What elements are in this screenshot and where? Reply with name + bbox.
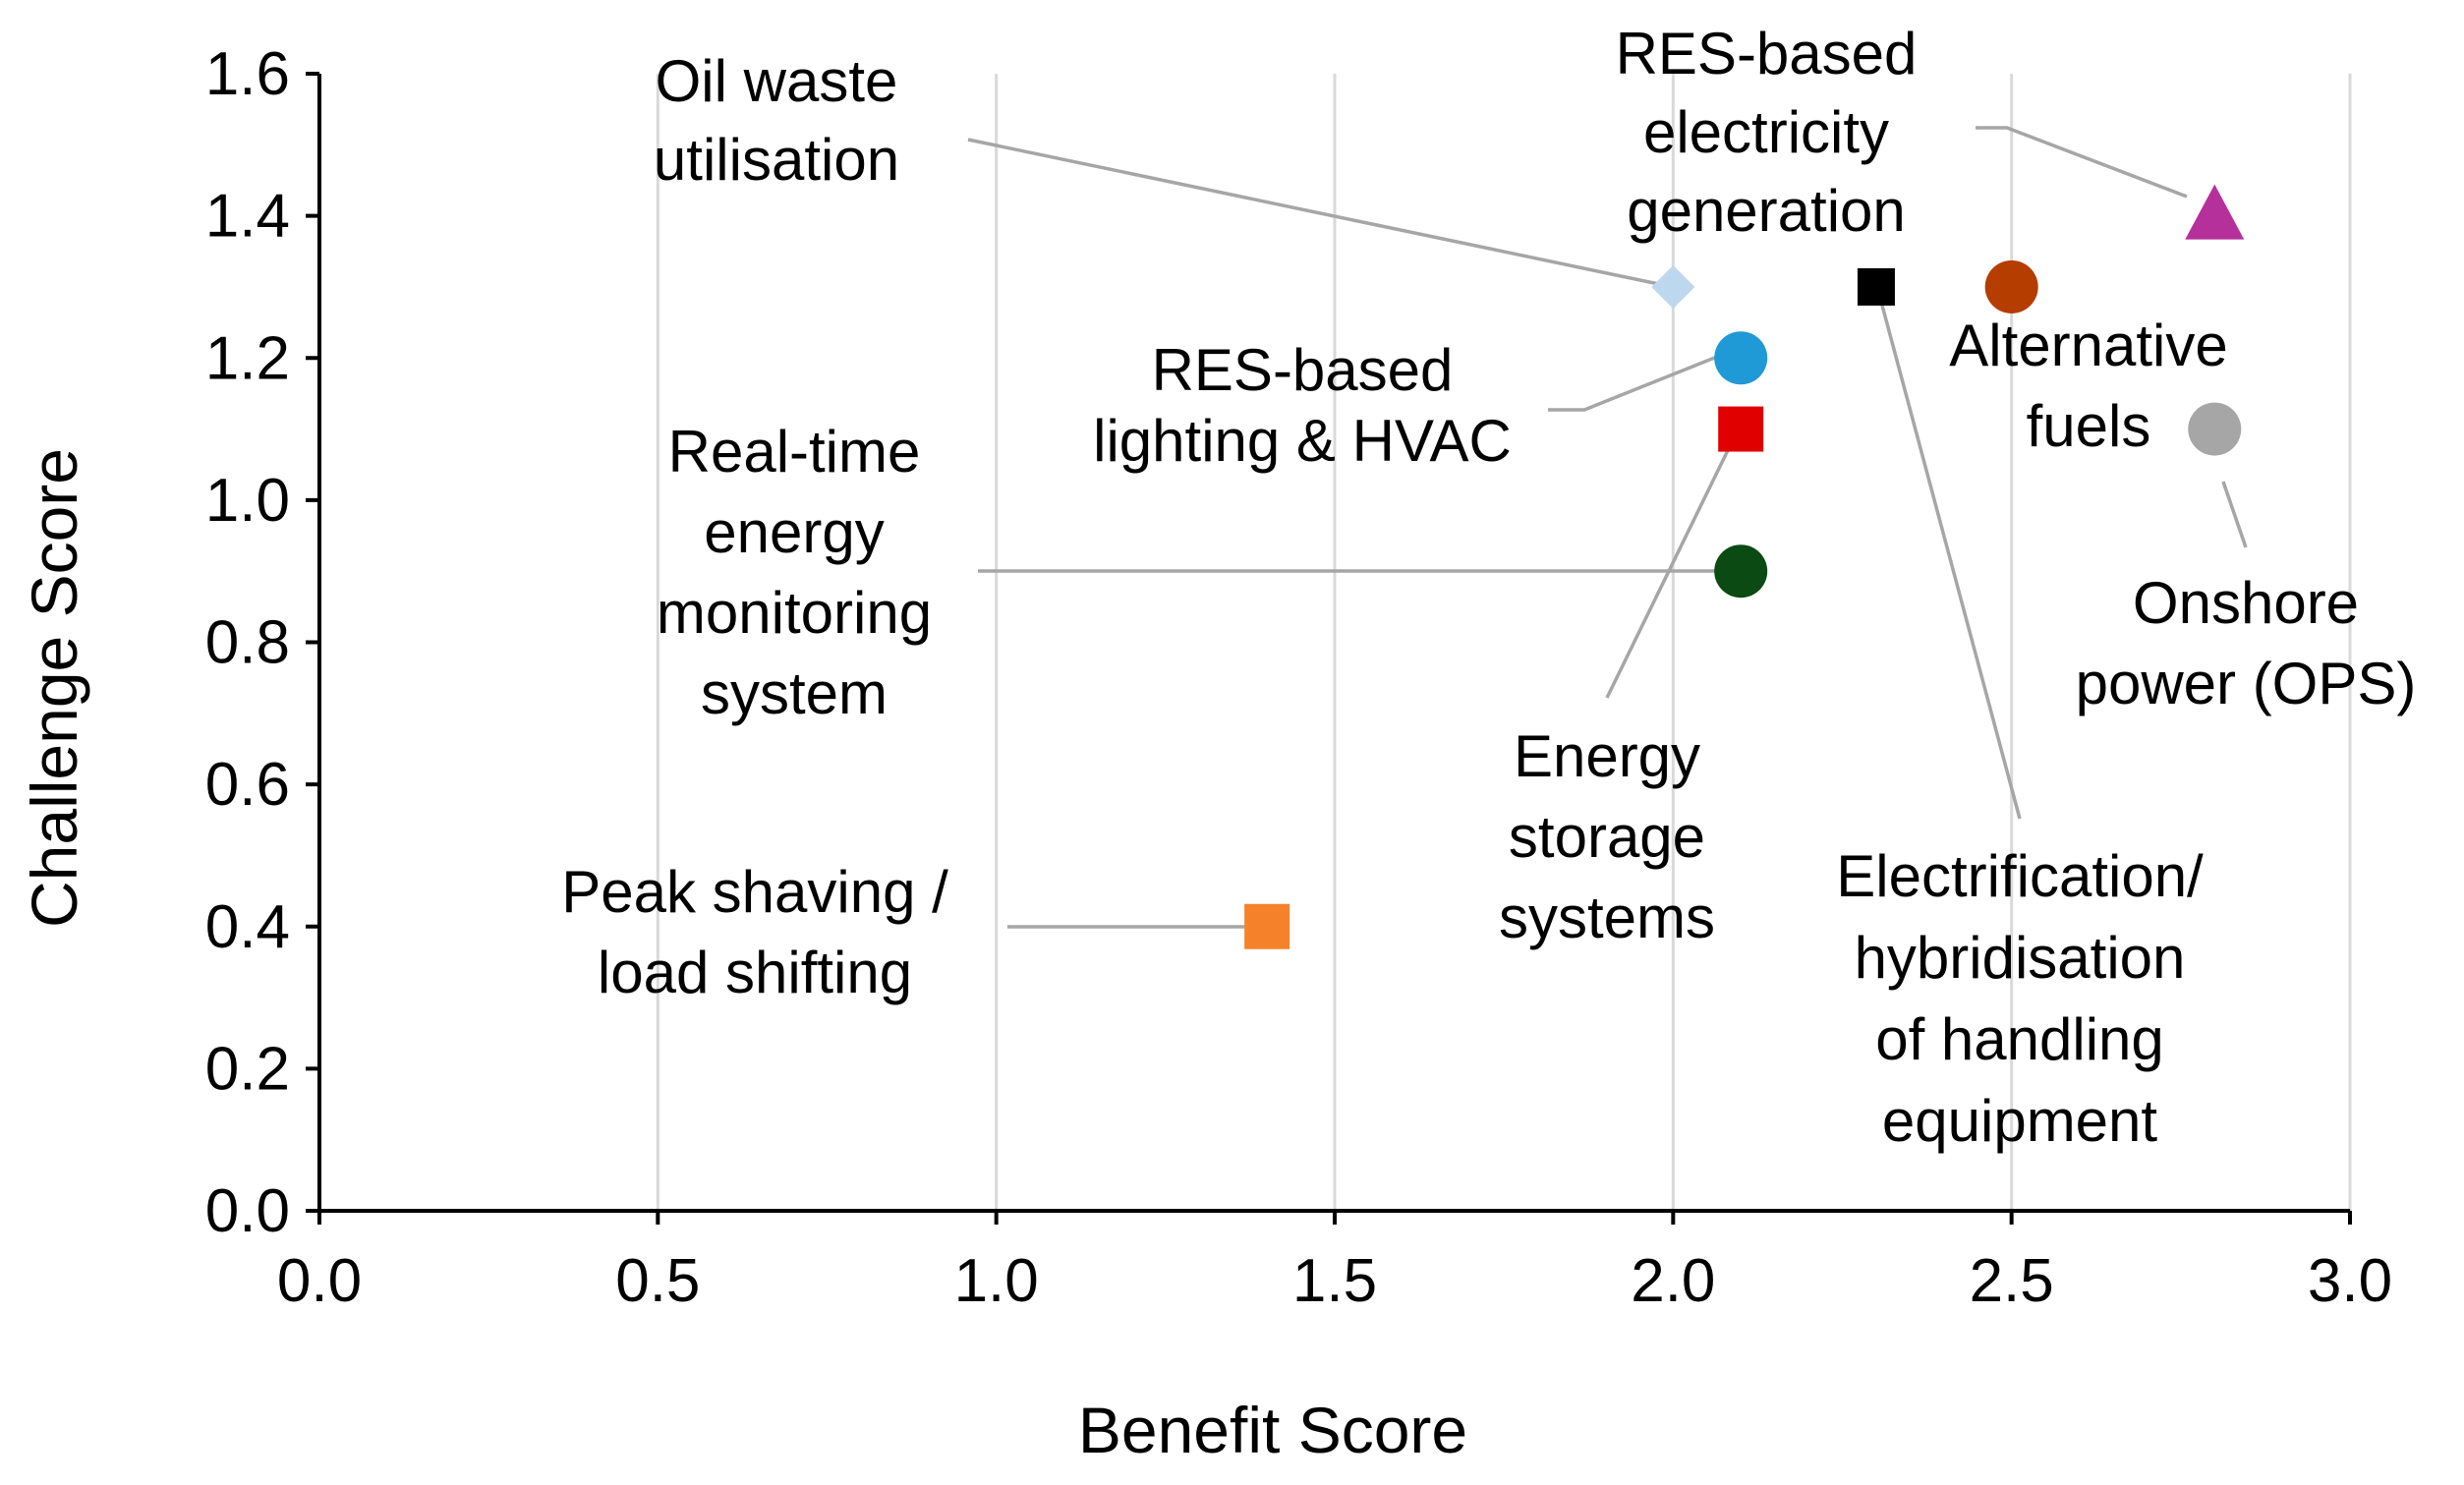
label-realtime-monitoring: Real-time energy monitoring system [657,419,932,726]
x-tick-label: 1.5 [1292,1247,1377,1315]
point-onshore-power [2188,402,2242,456]
x-tick-label: 3.0 [2308,1247,2392,1315]
label-line: equipment [1882,1088,2158,1154]
point-oil-waste [1651,264,1695,309]
y-tick-label: 1.0 [205,467,290,535]
point-res-electricity [2185,184,2245,240]
x-tick-label: 2.5 [1970,1247,2054,1315]
label-line: Peak shaving / [561,859,948,925]
leader-line-res-lighting [1548,355,1718,412]
y-axis-title: Challenge Score [18,448,90,928]
axis-ticks: 0.0 0.5 1.0 1.5 2.0 2.5 3.0 0.0 0.2 0.4 0.6 0.8 1.0 1… [205,40,2392,1315]
label-line: fuels [2027,393,2151,459]
x-tick-label: 0.0 [277,1247,362,1315]
data-points [1244,184,2245,949]
leader-line-res-electricity [1976,126,2188,199]
label-line: system [701,660,888,726]
label-line: RES-based [1616,21,1918,86]
leader-lines [967,126,2248,929]
label-energy-storage: Energy storage systems [1499,723,1715,950]
y-tick-label: 0.0 [205,1177,290,1245]
x-tick-label: 2.0 [1631,1247,1715,1315]
label-line: generation [1627,178,1906,244]
label-line: electricity [1643,99,1889,165]
label-line: power (OPS) [2076,651,2417,716]
point-alternative-fuels [1984,259,2038,314]
point-energy-storage [1718,406,1764,452]
y-tick-label: 0.6 [205,751,290,819]
label-line: Electrification/ [1836,843,2204,909]
label-line: RES-based [1152,337,1454,403]
label-peak-shaving: Peak shaving / load shifting [561,859,948,1005]
label-res-lighting: RES-based lighting & HVAC [1093,337,1512,474]
label-res-electricity: RES-based electricity generation [1616,21,1918,244]
x-tick-label: 1.0 [954,1247,1039,1315]
leader-line-electrification [1875,286,2022,820]
x-tick-label: 0.5 [615,1247,700,1315]
label-line: Onshore [2133,570,2359,636]
label-line: energy [704,499,884,565]
x-axis-title: Benefit Score [1078,1394,1467,1466]
label-line: systems [1499,885,1715,950]
label-line: lighting & HVAC [1093,408,1512,474]
point-electrification [1857,267,1895,306]
y-tick-label: 0.2 [205,1035,290,1103]
label-oil-waste: Oil waste utilisation [654,48,899,193]
label-onshore-power: Onshore power (OPS) [2076,570,2417,716]
point-res-lighting [1714,331,1768,385]
label-line: Alternative [1949,313,2227,378]
label-line: Real-time [668,419,921,485]
label-line: storage [1509,804,1705,870]
leader-line-onshore-power [2221,481,2248,548]
label-line: hybridisation [1855,925,2186,991]
leader-line-oil-waste [967,138,1674,289]
point-realtime-monitoring [1714,544,1768,599]
label-line: of handling [1875,1006,2164,1072]
label-line: monitoring [657,580,932,646]
point-peak-shaving [1244,903,1290,949]
label-line: load shifting [598,940,912,1005]
y-tick-label: 0.4 [205,893,290,961]
y-tick-label: 1.2 [205,324,290,392]
y-tick-label: 0.8 [205,609,290,677]
label-line: Energy [1514,723,1700,789]
y-tick-label: 1.6 [205,40,290,108]
point-labels: Oil waste utilisation RES-based electricity… [561,21,2416,1154]
label-line: Oil waste [656,48,898,114]
label-alternative-fuels: Alternative fuels [1949,313,2227,459]
y-tick-label: 1.4 [205,183,290,251]
label-line: utilisation [654,127,899,193]
label-electrification: Electrification/hybridisation of handling… [1836,843,2204,1154]
